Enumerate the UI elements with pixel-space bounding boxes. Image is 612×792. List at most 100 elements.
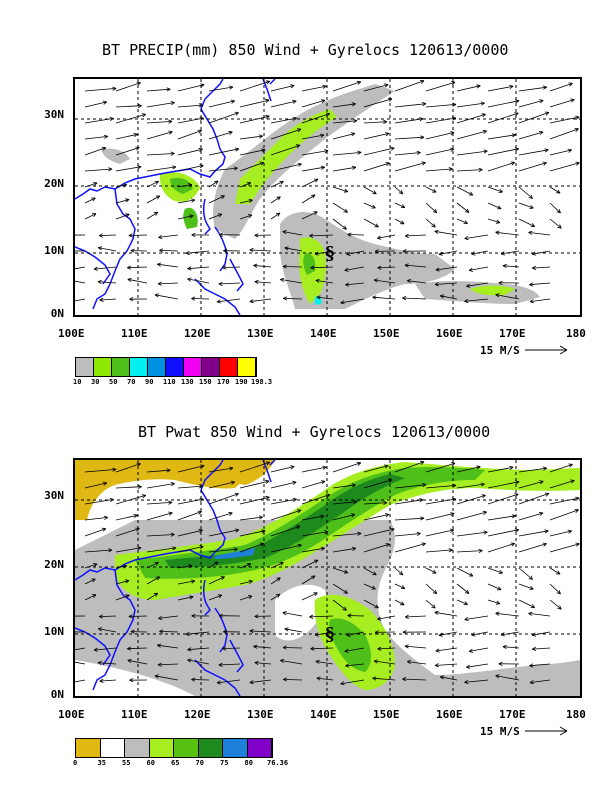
wind-vector-head [127,658,132,664]
wind-vector-head [528,611,533,616]
wind-vector-head [419,79,425,84]
wind-vector [270,562,284,569]
wind-vector [487,148,519,156]
panel1-xlabel-160e: 160E [436,327,463,340]
wind-vector [518,530,549,537]
wind-vector [128,615,148,617]
wind-vector-head [325,493,331,498]
wind-vector [456,567,474,577]
wind-vector [394,218,405,225]
pwat-darkgreen-band [165,474,405,568]
wind-vector [529,298,551,302]
wind-vector-head [283,677,288,682]
wind-vector [518,599,535,608]
wind-vector-head [529,282,534,287]
wind-vector-head [476,84,481,89]
wind-vector [394,136,425,140]
wind-vector-head [137,165,142,170]
wind-vector [487,162,515,172]
wind-vector-head [248,198,253,203]
panel1-xlabel-170e: 170E [499,327,526,340]
wind-vector-head [158,234,163,240]
wind-vector-head [217,213,223,218]
wind-vector [208,100,235,108]
wind-vector [99,679,117,682]
wind-vector [177,199,195,204]
panel1-gridlines [75,79,580,315]
wind-vector [301,592,318,601]
wind-vector [239,563,251,569]
wind-vector-head [218,613,223,618]
colorbar-label: 80 [244,759,253,767]
wind-vector-head [465,589,470,594]
wind-vector-head [419,498,424,503]
colorbar-swatch [198,739,223,757]
wind-vector [469,647,489,652]
wind-vector-head [556,189,561,194]
wind-vector [280,660,303,665]
wind-vector-head [421,542,426,547]
wind-vector [146,180,159,188]
wind-vector [282,647,303,649]
wind-vector [75,647,86,651]
wind-vector [529,679,551,683]
precip-green-area [170,177,193,194]
wind-vector-head [216,299,221,304]
wind-vector [270,144,301,156]
wind-vector-head [483,149,488,154]
wind-vector-head [384,464,389,469]
panel2-gyre-symbol: § [325,624,335,645]
wind-vector [464,615,489,620]
wind-vector-head [529,663,534,668]
panel1-xlabel-100e: 100E [58,327,85,340]
wind-vector [239,149,266,156]
wind-vector [518,149,549,156]
wind-vector-head [228,466,234,471]
wind-vector-head [468,191,474,196]
wind-vector-head [282,645,287,650]
wind-vector [146,102,175,108]
wind-vector [177,580,195,585]
wind-vector-head [511,133,516,138]
wind-vector-head [136,462,141,467]
wind-vector-head [398,571,404,576]
wind-vector [518,467,547,473]
wind-vector [282,612,303,617]
wind-vector-head [122,564,128,569]
wind-vector-head [154,293,159,298]
wind-vector [394,484,427,489]
wind-vector-head [532,265,537,270]
wind-vector [518,218,535,227]
panel2-xlabel-130e: 130E [247,708,274,721]
wind-vector-head [483,530,488,535]
wind-vector [115,184,127,188]
wind-vector [456,494,486,505]
wind-vector-head [284,246,289,251]
wind-vector [435,282,458,285]
wind-vector-head [91,578,96,583]
wind-vector [239,214,253,220]
wind-vector-head [280,277,285,283]
wind-vector [84,563,98,569]
wind-vector-head [93,266,98,271]
pwat-white-south [75,660,195,696]
wind-vector [146,88,171,92]
wind-vector [158,234,179,238]
wind-vector [518,100,544,108]
panel2-ref-vector-arrow [525,726,568,736]
wind-vector [347,615,365,617]
panel1-gyre-symbol: § [325,243,335,264]
wind-vector [208,86,234,92]
wind-vector-head [356,80,362,85]
wind-vector-head [311,575,316,580]
wind-vector-head [383,500,388,505]
wind-vector-head [235,147,240,152]
colorbar-label: 35 [97,759,106,767]
wind-vector-head [216,680,221,685]
wind-vector [315,631,334,636]
wind-vector [332,202,348,213]
wind-vector [466,663,489,668]
wind-vector-head [346,632,351,637]
wind-vector-head [356,461,362,466]
colorbar-label: 60 [146,759,155,767]
